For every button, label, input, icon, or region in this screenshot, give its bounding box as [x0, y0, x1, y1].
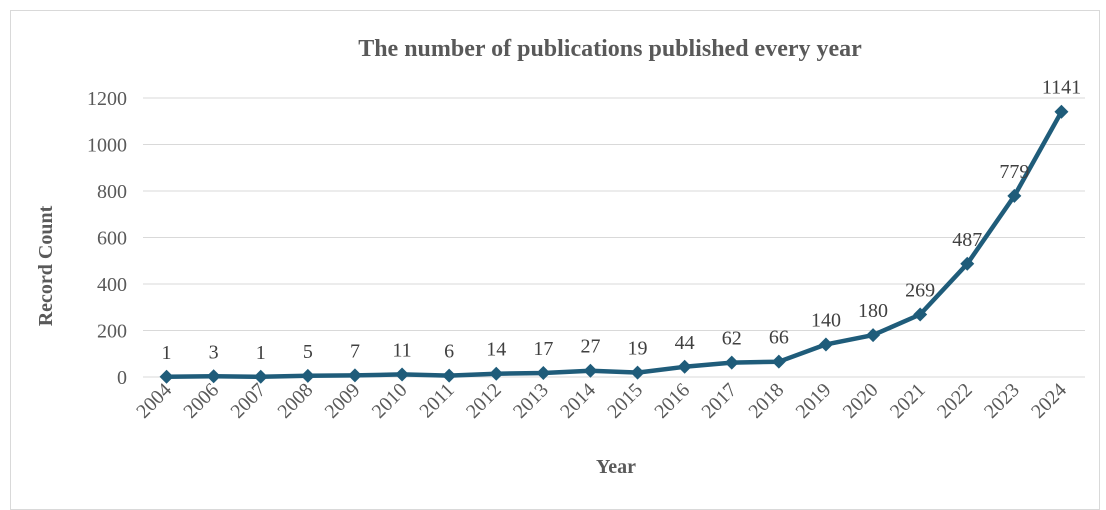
x-tick-label: 2022 [933, 379, 977, 423]
data-point [1007, 188, 1022, 203]
data-label: 1141 [1042, 77, 1081, 99]
series-line-0 [164, 109, 1064, 380]
data-label: 3 [209, 341, 219, 363]
data-label: 66 [769, 327, 789, 349]
data-label: 14 [486, 339, 506, 361]
data-point [206, 369, 221, 384]
y-tick-label: 1000 [87, 135, 127, 157]
x-tick-label: 2004 [132, 379, 176, 423]
data-label: 1 [162, 342, 172, 364]
data-label: 7 [350, 340, 360, 362]
x-tick-label: 2019 [792, 379, 836, 423]
data-label: 19 [628, 338, 648, 360]
x-tick-label: 2024 [1027, 379, 1071, 423]
x-axis-title: Year [596, 456, 636, 478]
chart-frame [10, 10, 1100, 510]
data-point [677, 359, 692, 374]
y-tick-label: 400 [97, 274, 127, 296]
data-label: 779 [999, 161, 1029, 183]
x-tick-label: 2018 [745, 379, 789, 423]
data-label: 44 [675, 332, 695, 354]
x-tick-label: 2009 [321, 379, 365, 423]
gridlines [143, 97, 1085, 378]
x-tick-label: 2008 [274, 379, 318, 423]
data-label: 17 [533, 338, 553, 360]
data-point [253, 369, 268, 384]
data-point [347, 368, 362, 383]
data-label: 6 [444, 341, 454, 363]
data-point [724, 355, 739, 370]
data-point [159, 369, 174, 384]
data-label: 27 [580, 336, 600, 358]
data-point [300, 368, 315, 383]
data-point [630, 365, 645, 380]
x-axis-ticks: 2004 2006 2007 2008 2009 2010 2011 2012 2013 2014… [132, 379, 1071, 423]
data-point [771, 354, 786, 369]
y-tick-label: 1200 [87, 88, 127, 110]
x-tick-label: 2014 [556, 379, 600, 423]
x-tick-label: 2011 [415, 379, 458, 422]
data-label: 269 [905, 279, 935, 301]
y-axis-ticks: 0 200 400 600 800 1000 1200 [87, 88, 127, 389]
data-point [442, 368, 457, 383]
data-label: 140 [811, 309, 841, 331]
data-label: 11 [392, 339, 411, 361]
x-tick-label: 2013 [509, 379, 553, 423]
x-tick-label: 2007 [226, 379, 270, 423]
y-tick-label: 200 [97, 321, 127, 343]
x-tick-label: 2012 [462, 379, 506, 423]
data-label: 62 [722, 328, 742, 350]
data-point [818, 337, 833, 352]
x-tick-label: 2010 [368, 379, 412, 423]
data-labels: 1 3 1 5 7 11 6 14 17 27 19 44 62 66 140 180 269 487 779 114… [162, 77, 1082, 364]
chart-title: The number of publications published eve… [358, 36, 862, 62]
data-point [489, 366, 504, 381]
y-tick-label: 800 [97, 181, 127, 203]
y-tick-label: 600 [97, 228, 127, 250]
y-axis-title: Record Count [35, 205, 57, 326]
x-tick-label: 2006 [179, 379, 223, 423]
y-tick-label: 0 [117, 367, 127, 389]
series-layer [159, 104, 1069, 384]
x-tick-label: 2023 [980, 379, 1024, 423]
data-point [913, 307, 928, 322]
data-label: 487 [952, 229, 982, 251]
data-point [1054, 104, 1069, 119]
data-point [866, 328, 881, 343]
data-point [536, 366, 551, 381]
data-point [395, 367, 410, 382]
data-label: 5 [303, 341, 313, 363]
x-tick-label: 2021 [886, 379, 930, 423]
data-label: 1 [256, 342, 266, 364]
data-label: 180 [858, 300, 888, 322]
data-point [960, 256, 975, 271]
x-tick-label: 2016 [650, 379, 694, 423]
x-tick-label: 2015 [603, 379, 647, 423]
x-tick-label: 2017 [697, 379, 741, 423]
x-tick-label: 2020 [839, 379, 883, 423]
data-point [583, 363, 598, 378]
